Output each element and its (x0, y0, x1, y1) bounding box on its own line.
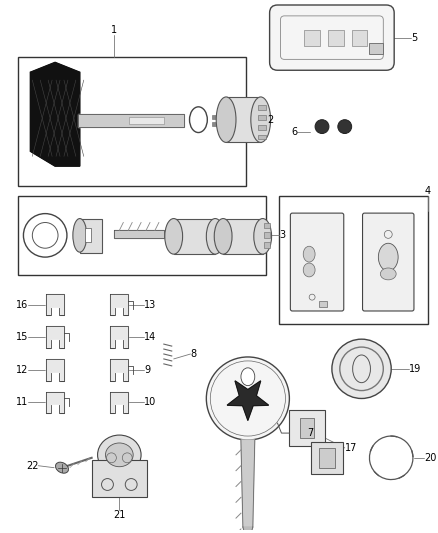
Text: 1: 1 (111, 25, 117, 35)
FancyBboxPatch shape (363, 213, 414, 311)
FancyBboxPatch shape (270, 5, 394, 70)
Polygon shape (46, 359, 64, 381)
Text: 16: 16 (16, 300, 28, 310)
Polygon shape (110, 326, 128, 348)
Text: 22: 22 (26, 461, 38, 471)
Polygon shape (241, 440, 255, 527)
Bar (311, 442, 343, 474)
Ellipse shape (98, 435, 141, 474)
Polygon shape (46, 294, 64, 316)
Ellipse shape (206, 219, 224, 254)
Ellipse shape (303, 246, 315, 262)
Polygon shape (51, 373, 59, 382)
Text: 15: 15 (16, 332, 28, 342)
Ellipse shape (338, 120, 352, 134)
Polygon shape (115, 308, 123, 317)
Bar (319, 448, 335, 467)
Text: 20: 20 (424, 453, 436, 463)
Polygon shape (46, 392, 64, 413)
Polygon shape (115, 340, 123, 349)
Bar (212, 115, 224, 119)
Polygon shape (51, 340, 59, 349)
Bar (212, 122, 224, 126)
Ellipse shape (241, 368, 255, 386)
Polygon shape (243, 527, 253, 533)
Bar (300, 418, 314, 438)
Text: 6: 6 (291, 126, 297, 136)
Bar (319, 301, 327, 307)
Ellipse shape (303, 263, 315, 277)
Text: 19: 19 (409, 364, 421, 374)
Bar (18, 196, 266, 275)
Text: 14: 14 (144, 332, 156, 342)
Text: 21: 21 (113, 510, 126, 520)
Bar (85, 229, 91, 243)
Ellipse shape (165, 219, 183, 254)
Ellipse shape (56, 462, 68, 473)
Polygon shape (110, 294, 128, 316)
Bar (370, 43, 383, 54)
Bar (174, 219, 215, 254)
Ellipse shape (332, 339, 391, 399)
Text: 4: 4 (425, 186, 431, 196)
Text: 7: 7 (307, 428, 314, 438)
Bar (223, 219, 263, 254)
Text: 11: 11 (16, 398, 28, 407)
Ellipse shape (206, 357, 290, 440)
Bar (264, 243, 270, 248)
Bar (264, 232, 270, 238)
Bar (258, 105, 266, 110)
Polygon shape (51, 308, 59, 317)
Ellipse shape (315, 120, 329, 134)
Ellipse shape (254, 219, 272, 254)
Bar (304, 30, 320, 45)
Bar (258, 115, 266, 120)
Ellipse shape (106, 443, 133, 467)
Ellipse shape (380, 268, 396, 280)
Bar (18, 58, 246, 186)
Bar (290, 410, 325, 446)
Text: 9: 9 (144, 365, 150, 375)
Polygon shape (78, 114, 184, 127)
Ellipse shape (216, 97, 236, 142)
Bar (258, 125, 266, 130)
Text: 3: 3 (279, 230, 286, 240)
Bar (264, 222, 270, 229)
Ellipse shape (378, 243, 398, 271)
Polygon shape (115, 373, 123, 382)
Bar (352, 30, 367, 45)
Polygon shape (46, 326, 64, 348)
Ellipse shape (73, 219, 87, 252)
Bar (328, 30, 344, 45)
Ellipse shape (251, 97, 271, 142)
Bar (92, 460, 147, 497)
Bar (80, 219, 102, 253)
Text: 8: 8 (191, 349, 197, 359)
Text: 2: 2 (268, 115, 274, 125)
Text: 17: 17 (345, 443, 357, 453)
Polygon shape (227, 381, 268, 420)
Text: 12: 12 (16, 365, 28, 375)
Polygon shape (114, 230, 164, 238)
Text: 10: 10 (144, 398, 156, 407)
Polygon shape (110, 392, 128, 413)
Polygon shape (110, 359, 128, 381)
Text: 5: 5 (411, 33, 417, 43)
FancyBboxPatch shape (290, 213, 344, 311)
Bar (226, 97, 261, 142)
Polygon shape (115, 406, 123, 414)
Polygon shape (51, 406, 59, 414)
Bar (279, 196, 428, 325)
Bar (258, 134, 266, 140)
Text: 13: 13 (144, 300, 156, 310)
Polygon shape (30, 62, 80, 166)
Ellipse shape (214, 219, 232, 254)
Bar (129, 117, 164, 124)
